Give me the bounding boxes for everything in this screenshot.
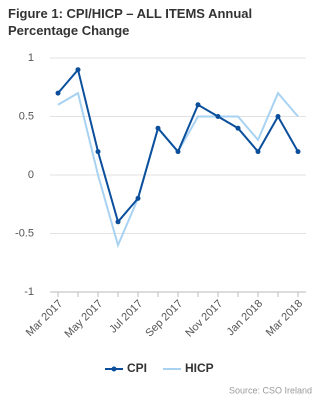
point bbox=[75, 67, 81, 73]
x-tick-label: May 2017 bbox=[63, 298, 106, 341]
y-tick-label: 0 bbox=[28, 169, 34, 181]
point bbox=[235, 125, 241, 131]
legend-label: HICP bbox=[185, 361, 214, 375]
series-line bbox=[57, 91, 299, 249]
y-tick-label: -0.5 bbox=[15, 227, 34, 239]
legend-marker bbox=[111, 366, 117, 372]
legend-label: CPI bbox=[127, 361, 147, 375]
point bbox=[255, 149, 261, 155]
point bbox=[55, 90, 61, 96]
point bbox=[175, 149, 181, 155]
point bbox=[195, 102, 201, 108]
y-tick-label: 0.5 bbox=[19, 110, 34, 122]
point bbox=[215, 114, 221, 119]
x-tick-label: Jul 2017 bbox=[107, 298, 145, 336]
point bbox=[95, 149, 101, 155]
chart-title: Figure 1: CPI/HICP – ALL ITEMS Annual Pe… bbox=[8, 6, 253, 38]
x-tick-label: Sep 2017 bbox=[143, 298, 185, 340]
y-tick-label: -1 bbox=[24, 286, 34, 298]
x-tick-label: Mar 2018 bbox=[264, 298, 305, 339]
x-tick-label: Jan 2018 bbox=[225, 298, 265, 338]
point bbox=[135, 195, 141, 201]
x-tick-label: Mar 2017 bbox=[24, 298, 65, 339]
point bbox=[155, 125, 161, 131]
y-tick-label: 1 bbox=[28, 52, 34, 64]
point bbox=[115, 219, 121, 225]
x-tick-label: Nov 2017 bbox=[183, 298, 225, 340]
point bbox=[295, 149, 301, 155]
point bbox=[275, 114, 281, 119]
source: Source: CSO Ireland bbox=[229, 385, 312, 395]
series-line bbox=[57, 67, 299, 224]
